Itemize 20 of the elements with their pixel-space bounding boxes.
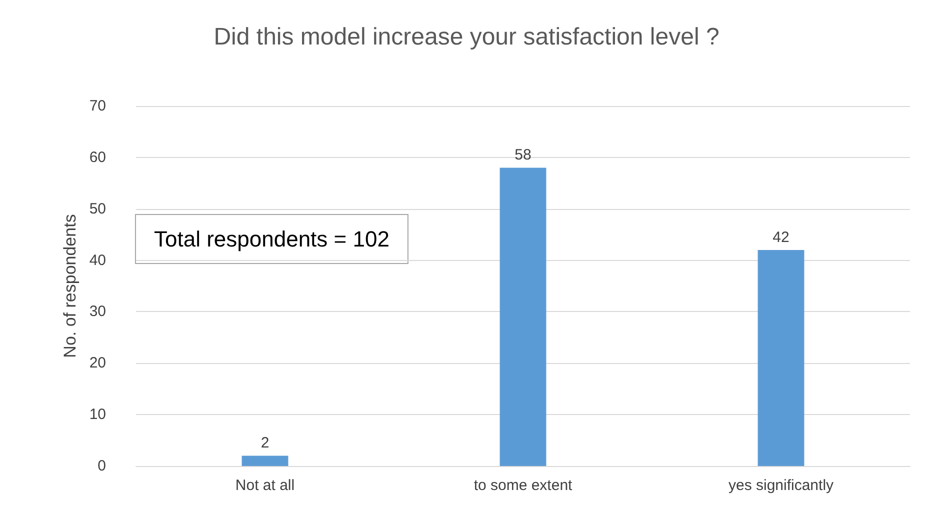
- chart-title: Did this model increase your satisfaction level ?: [214, 24, 720, 50]
- data-label: 42: [772, 229, 790, 246]
- y-tick-label: 0: [98, 458, 106, 474]
- x-tick-label: yes significantly: [728, 477, 834, 494]
- y-tick-label: 50: [89, 200, 106, 218]
- x-tick-label: Not at all: [235, 477, 295, 494]
- data-label: 58: [514, 146, 532, 164]
- y-tick-label: 30: [89, 303, 106, 320]
- y-tick-label: 20: [89, 354, 106, 372]
- y-tick-label: 70: [89, 98, 106, 114]
- annotation: Total respondents = 102: [154, 226, 390, 252]
- x-tick-label: to some extent: [474, 477, 574, 494]
- y-tick-label: 10: [89, 406, 106, 424]
- y-axis-title: No. of respondents: [60, 214, 80, 358]
- y-tick-label: 60: [89, 148, 106, 166]
- bar: [500, 168, 546, 466]
- data-label: 2: [260, 434, 270, 452]
- bar: [758, 250, 804, 466]
- bar: [242, 456, 288, 466]
- y-tick-label: 40: [89, 252, 106, 269]
